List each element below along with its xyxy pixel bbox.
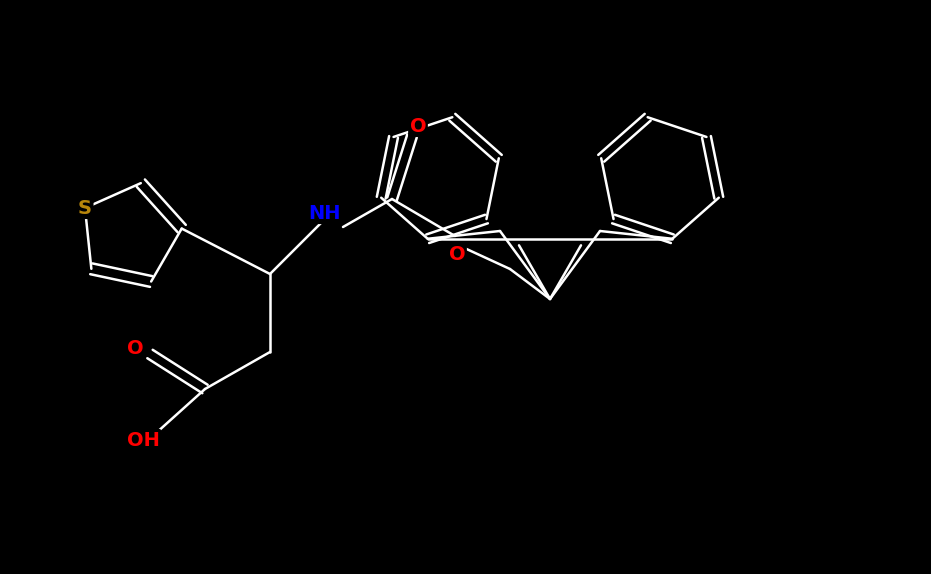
Text: O: O <box>127 339 143 359</box>
Text: OH: OH <box>127 430 159 449</box>
Text: S: S <box>78 199 92 218</box>
Text: O: O <box>410 117 426 135</box>
Text: O: O <box>449 245 466 263</box>
Text: NH: NH <box>309 204 342 223</box>
